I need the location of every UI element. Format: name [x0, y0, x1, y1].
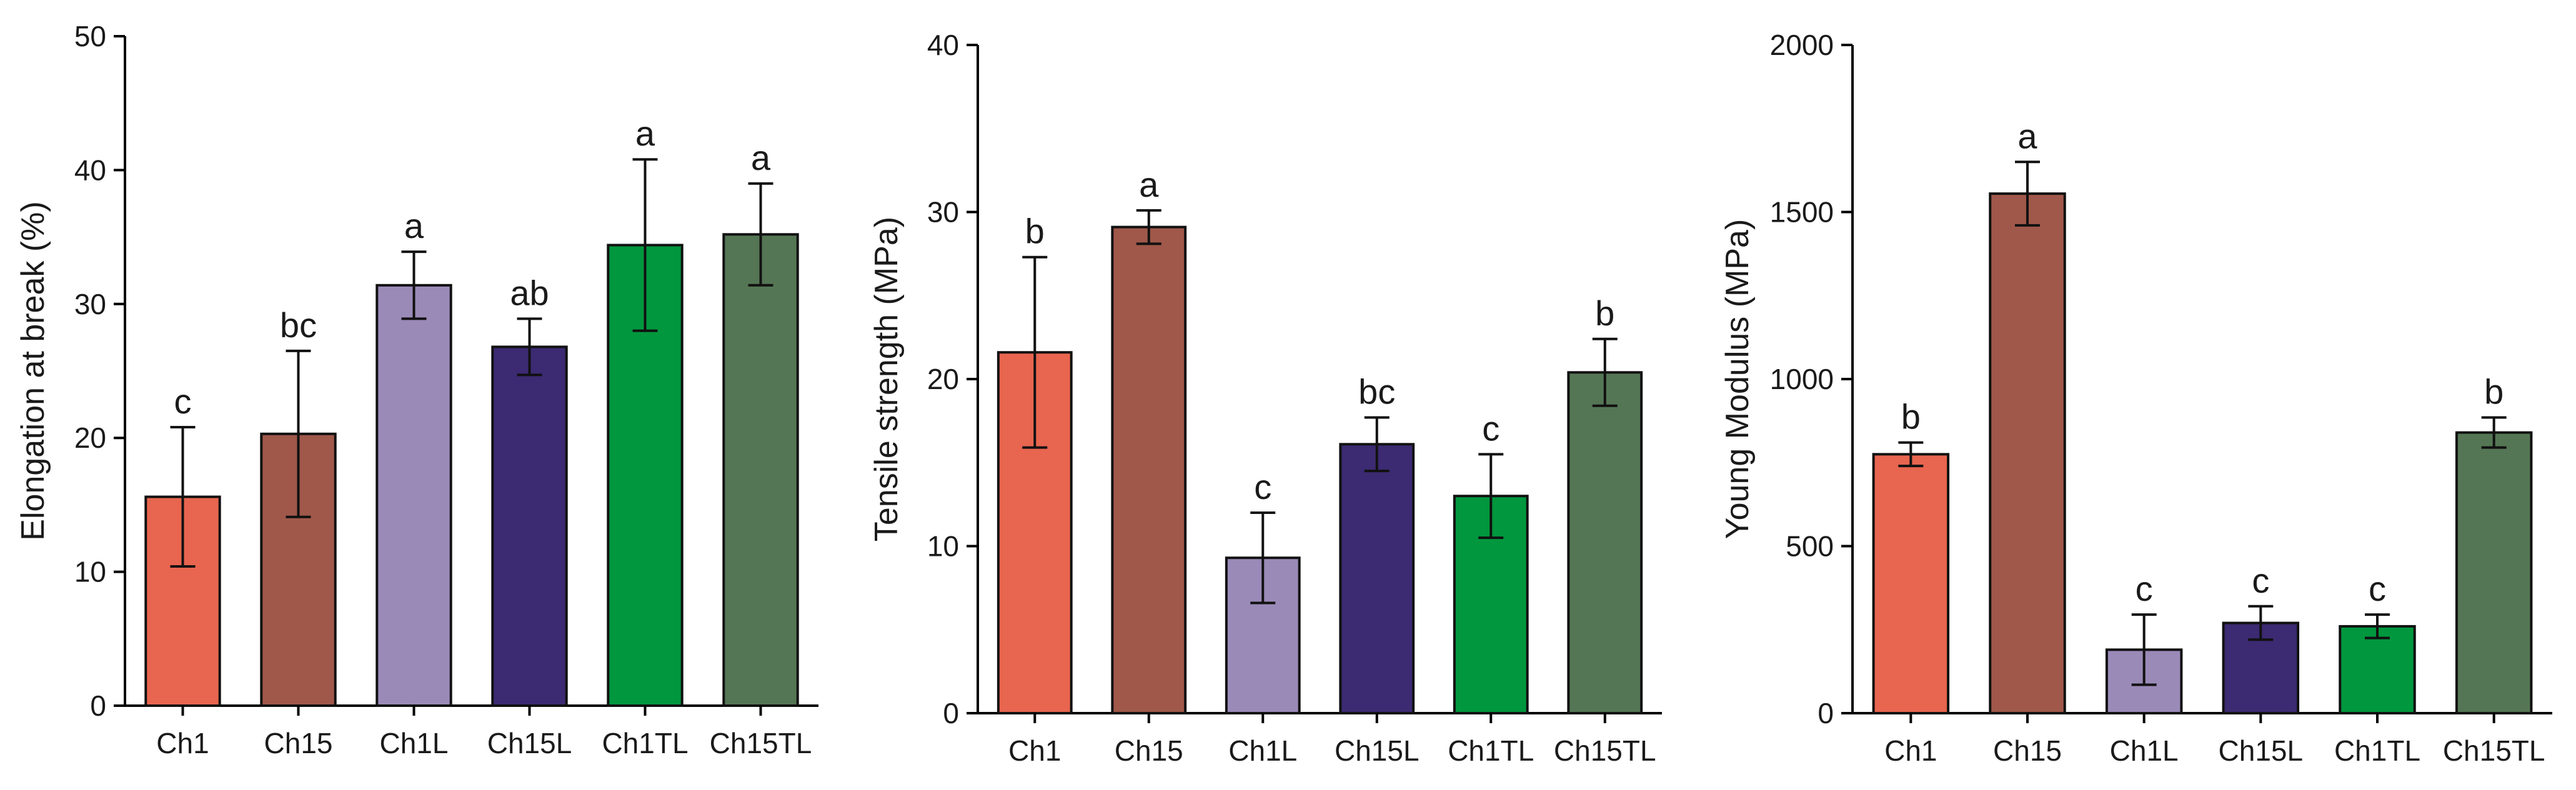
significance-letter: a	[635, 114, 655, 153]
bar-ch15l	[491, 345, 568, 707]
x-tick-label: Ch15	[1993, 734, 2062, 767]
panel-elongation: 0 10 20 30 40 50 Elongation at break (%) c Ch1 bc…	[15, 20, 818, 759]
y-tick-label: 50	[74, 20, 106, 52]
significance-letter: c	[174, 382, 192, 421]
significance-letter: b	[1901, 397, 1921, 437]
x-tick-label: Ch15	[1115, 734, 1183, 767]
y-tick-label: 0	[943, 697, 959, 729]
significance-letter: a	[2017, 116, 2037, 156]
significance-letter: c	[2136, 569, 2153, 608]
x-tick-label: Ch15TL	[710, 727, 812, 759]
bar-ch15tl	[2455, 431, 2533, 714]
significance-letter: b	[1025, 212, 1045, 251]
significance-letter: a	[404, 206, 424, 245]
x-tick-label: Ch1TL	[602, 727, 688, 759]
panel-tensile: 0 10 20 30 40 Tensile strength (MPa) b Ch1 a Ch15…	[868, 29, 1662, 767]
y-tick-label: 20	[927, 363, 959, 395]
x-tick-label: Ch1	[1884, 734, 1937, 767]
y-axis-title: Elongation at break (%)	[15, 201, 51, 540]
significance-letter: c	[2252, 561, 2269, 600]
bar-ch1tl	[2339, 625, 2416, 715]
y-tick-label: 30	[74, 288, 106, 320]
significance-letter: b	[2484, 372, 2504, 412]
y-tick-label: 40	[927, 29, 959, 61]
x-tick-label: Ch15	[264, 727, 333, 759]
bar-ch1	[1872, 453, 1950, 714]
y-axis-title: Tensile strength (MPa)	[868, 217, 905, 541]
x-tick-label: Ch1L	[380, 727, 449, 759]
y-tick-label: 2000	[1770, 29, 1834, 61]
y-tick-label: 10	[74, 556, 106, 588]
significance-letter: c	[1482, 408, 1499, 448]
x-tick-label: Ch1TL	[1448, 734, 1534, 767]
x-tick-label: Ch1	[156, 727, 209, 759]
x-tick-label: Ch1L	[1228, 734, 1297, 767]
bar-ch15tl	[722, 233, 799, 707]
bar-ch15	[1989, 192, 2066, 714]
y-tick-label: 20	[74, 422, 106, 454]
x-tick-label: Ch1L	[2110, 734, 2179, 767]
bar-ch1l	[375, 284, 452, 707]
significance-letter: b	[1595, 294, 1614, 333]
significance-letter: bc	[1358, 372, 1395, 412]
x-tick-label: Ch15L	[2219, 734, 2304, 767]
y-tick-label: 500	[1786, 530, 1834, 563]
significance-letter: bc	[280, 305, 317, 345]
significance-letter: ab	[510, 273, 549, 312]
y-tick-label: 1500	[1770, 196, 1834, 229]
x-tick-label: Ch15L	[1335, 734, 1420, 767]
x-tick-label: Ch15TL	[2443, 734, 2545, 767]
y-tick-label: 1000	[1770, 363, 1834, 395]
bar-ch15l	[1339, 443, 1415, 714]
y-tick-label: 40	[74, 154, 106, 186]
x-tick-label: Ch15L	[487, 727, 572, 759]
y-tick-label: 10	[927, 530, 959, 563]
significance-letter: c	[1254, 467, 1271, 506]
y-tick-label: 30	[927, 196, 959, 229]
y-tick-label: 0	[90, 689, 106, 722]
significance-letter: a	[751, 138, 771, 177]
bar-ch15	[1111, 225, 1187, 714]
y-tick-label: 0	[1818, 697, 1834, 729]
y-axis-title: Young Modulus (MPa)	[1719, 219, 1756, 540]
bar-ch15tl	[1567, 371, 1643, 714]
x-tick-label: Ch1TL	[2334, 734, 2420, 767]
x-tick-label: Ch15TL	[1554, 734, 1656, 767]
significance-letter: c	[2369, 569, 2386, 608]
panel-young-modulus: 0 500 1000 1500 2000 Young Modulus (MPa) b Ch1 a…	[1719, 29, 2552, 767]
x-tick-label: Ch1	[1008, 734, 1061, 767]
significance-letter: a	[1139, 165, 1159, 204]
